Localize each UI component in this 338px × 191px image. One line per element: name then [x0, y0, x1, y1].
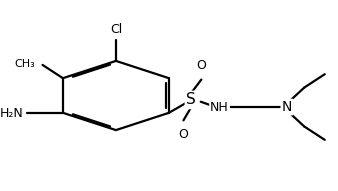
- Text: Cl: Cl: [110, 23, 122, 36]
- Text: CH₃: CH₃: [14, 59, 35, 69]
- Text: H₂N: H₂N: [0, 107, 24, 120]
- Text: O: O: [178, 128, 188, 141]
- Text: N: N: [282, 100, 292, 114]
- Text: O: O: [196, 59, 206, 72]
- Text: NH: NH: [210, 100, 229, 113]
- Text: S: S: [187, 92, 196, 107]
